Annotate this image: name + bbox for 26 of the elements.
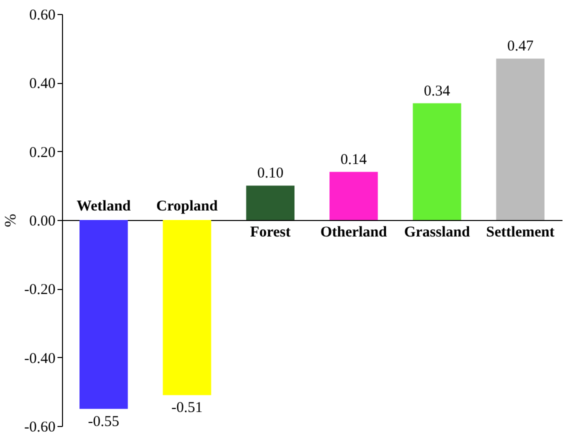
data-label: 0.34 [424,83,451,100]
data-label: 0.10 [257,166,284,182]
x-tick-label: Wetland [76,198,132,214]
bar [246,186,294,220]
data-label: 0.14 [340,152,368,168]
data-label: -0.55 [88,414,120,430]
y-tick-label: 0.60 [29,8,56,24]
x-tick-label: Cropland [156,198,218,214]
y-tick-label: -0.40 [24,350,56,367]
bar [330,172,378,220]
y-tick-label: 0.20 [29,144,56,161]
y-tick-label: 0.40 [29,76,56,92]
y-tick-label: 0.00 [29,214,56,230]
x-tick-label: Settlement [486,224,554,240]
y-tick-label: -0.60 [24,420,56,434]
bar [80,220,128,409]
y-axis-title: % [2,214,20,228]
bar [162,220,212,396]
bar [496,58,544,220]
bar [412,103,462,220]
y-tick-label: -0.20 [24,282,56,298]
x-tick-label: Forest [250,224,291,240]
x-tick-label: Grassland [404,224,471,240]
x-tick-label: Otherland [320,224,388,240]
data-label: 0.47 [507,38,534,55]
data-label: -0.51 [171,400,203,416]
